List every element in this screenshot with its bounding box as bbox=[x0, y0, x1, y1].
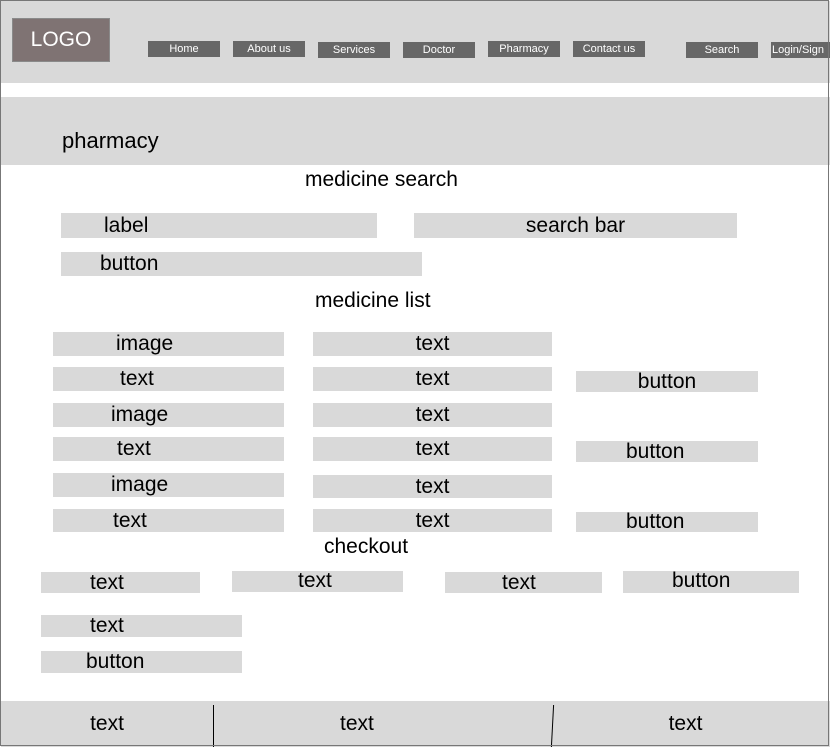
footer bbox=[1, 701, 830, 747]
footer-column: text bbox=[90, 712, 124, 735]
add-to-cart-button[interactable]: button bbox=[576, 440, 758, 463]
medicine-text: text bbox=[313, 367, 552, 391]
nav-services[interactable]: Services bbox=[318, 42, 390, 58]
checkout-submit-button[interactable]: button bbox=[41, 650, 242, 673]
medicine-text: text bbox=[53, 367, 284, 391]
search-label: label bbox=[61, 213, 377, 238]
page-title: pharmacy bbox=[62, 128, 159, 153]
footer-column: text bbox=[340, 712, 374, 735]
search-button[interactable]: Search bbox=[686, 42, 758, 58]
add-to-cart-button[interactable]: button bbox=[576, 510, 758, 533]
medicine-text: text bbox=[53, 437, 284, 461]
medicine-text: text bbox=[313, 437, 552, 461]
footer-column: text bbox=[668, 712, 703, 735]
nav-doctor[interactable]: Doctor bbox=[403, 42, 475, 58]
login-signup-button[interactable]: Login/Sign bbox=[771, 42, 830, 58]
checkout-text: text bbox=[445, 571, 602, 594]
checkout-text: text bbox=[232, 570, 403, 592]
logo[interactable]: LOGO bbox=[12, 18, 110, 62]
nav-home[interactable]: Home bbox=[148, 41, 220, 57]
hero-banner bbox=[1, 97, 830, 165]
footer-divider bbox=[213, 705, 214, 747]
checkout-text: text bbox=[41, 571, 200, 594]
search-input[interactable]: search bar bbox=[414, 213, 737, 238]
medicine-text: text bbox=[313, 332, 552, 356]
search-submit-button[interactable]: button bbox=[61, 252, 422, 276]
medicine-image: image bbox=[53, 403, 284, 427]
nav-about-us[interactable]: About us bbox=[233, 41, 305, 57]
medicine-image: image bbox=[53, 473, 284, 497]
nav-contact-us[interactable]: Contact us bbox=[573, 41, 645, 57]
medicine-list-heading: medicine list bbox=[315, 289, 431, 312]
medicine-text: text bbox=[313, 475, 552, 498]
medicine-text: text bbox=[53, 509, 284, 532]
medicine-search-heading: medicine search bbox=[305, 168, 458, 191]
medicine-text: text bbox=[313, 403, 552, 427]
add-to-cart-button[interactable]: button bbox=[576, 370, 758, 393]
medicine-image: image bbox=[53, 332, 284, 356]
medicine-text: text bbox=[313, 509, 552, 532]
nav-pharmacy[interactable]: Pharmacy bbox=[488, 41, 560, 57]
checkout-summary-text: text bbox=[41, 614, 242, 637]
checkout-button[interactable]: button bbox=[623, 570, 799, 593]
checkout-heading: checkout bbox=[324, 535, 409, 558]
